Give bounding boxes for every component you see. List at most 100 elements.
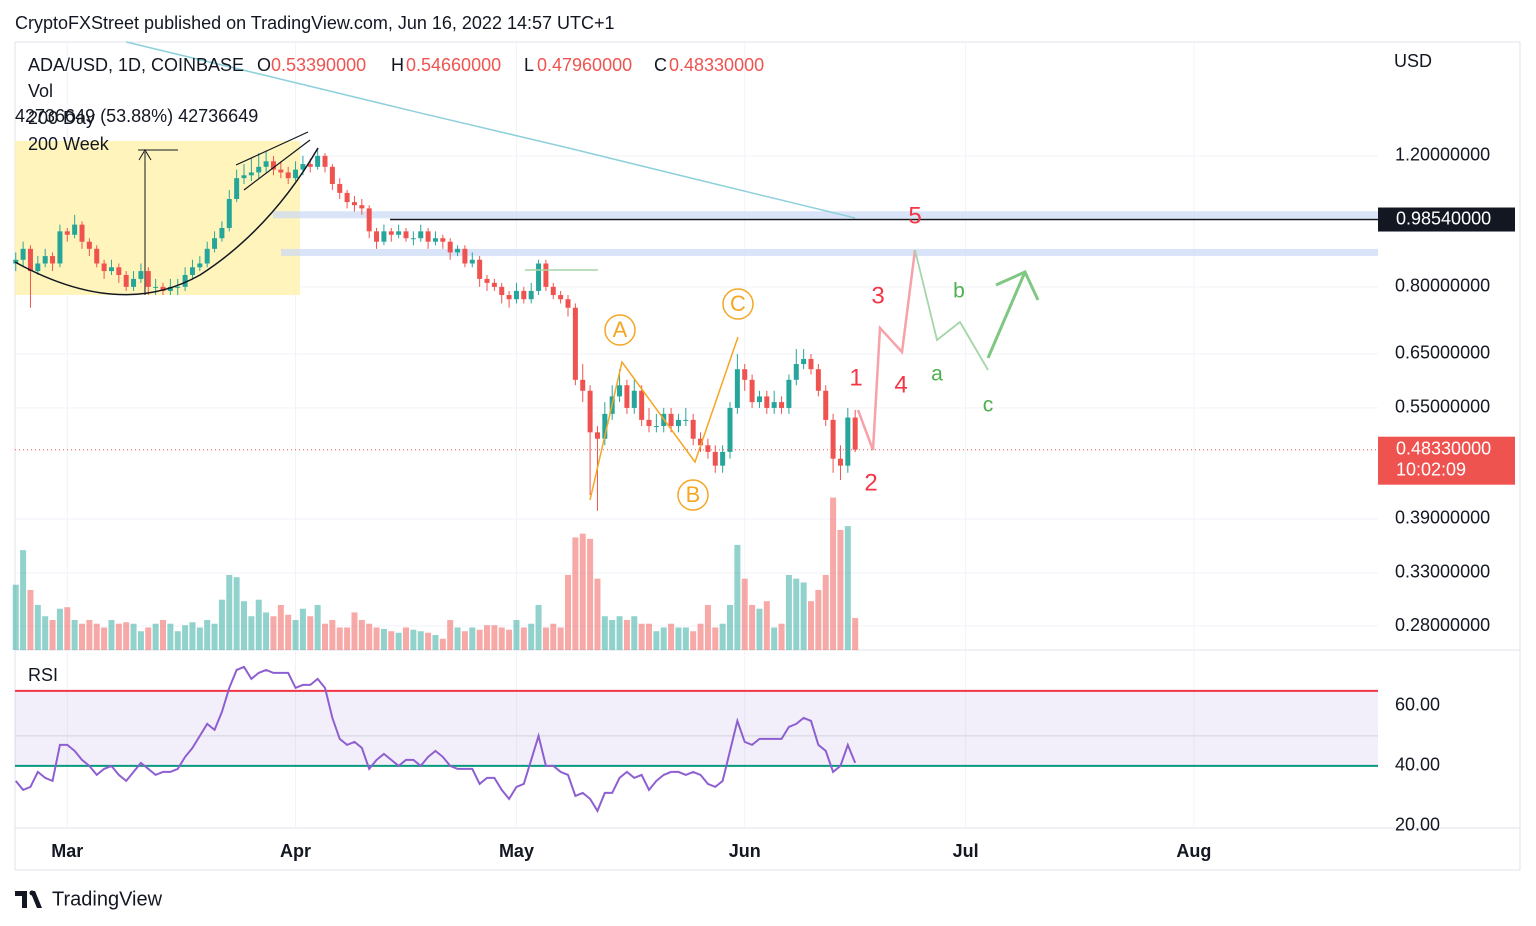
volume-bar <box>557 627 564 650</box>
highlight-box <box>15 141 300 295</box>
cup-curve <box>14 147 319 296</box>
volume-bar <box>86 619 93 650</box>
volume-bar <box>520 627 527 650</box>
candle-body <box>212 238 218 249</box>
volume-bar <box>432 634 439 650</box>
candle-body <box>845 417 851 466</box>
volume-bar <box>616 616 623 650</box>
projection-path <box>914 249 989 371</box>
candle-body <box>351 202 357 206</box>
volume-bar <box>727 604 734 650</box>
volume-bar <box>461 631 468 650</box>
volume-bar <box>218 599 225 650</box>
volume-bar <box>469 627 476 650</box>
volume-bar <box>498 627 505 650</box>
wave-label: 4 <box>894 371 907 398</box>
candle-body <box>57 231 63 264</box>
wave-label: 1 <box>849 364 862 391</box>
volume-bar <box>704 604 711 650</box>
candle-body <box>366 208 372 232</box>
candle-body <box>808 358 814 370</box>
volume-bar <box>623 619 630 650</box>
grid <box>15 42 1378 828</box>
wave-label: B <box>686 482 701 507</box>
candle-body <box>35 263 41 272</box>
volume-bar <box>741 578 748 650</box>
rsi-tick-label: 40.00 <box>1395 755 1440 775</box>
candle-body <box>668 413 674 427</box>
candle-body <box>756 396 762 403</box>
candle-body <box>683 419 689 421</box>
ohlc-key: O <box>257 55 271 75</box>
indicator-label: 200 Week <box>28 134 110 154</box>
volume-bar <box>690 631 697 650</box>
impulse-path <box>856 249 917 451</box>
volume-bar <box>233 577 240 650</box>
volume-readout: 42736649 (53.88%) 42736649 <box>15 106 258 126</box>
volume-bar <box>815 589 822 650</box>
frame <box>14 41 1521 871</box>
volume-bar <box>255 599 262 650</box>
volume-bar <box>93 623 100 650</box>
level-badge <box>1378 207 1515 232</box>
candle-body <box>631 390 637 408</box>
candle-body <box>830 419 836 459</box>
candle-body <box>64 231 70 235</box>
candle-body <box>94 248 100 264</box>
volume-bar <box>513 619 520 650</box>
ma-line <box>126 41 856 219</box>
candle-body <box>720 451 726 466</box>
volume-bar <box>771 627 778 650</box>
volume-bar <box>56 608 63 650</box>
candle-body <box>418 231 424 239</box>
volume-bar <box>638 623 645 650</box>
volume-bar <box>778 623 785 650</box>
candle-body <box>263 161 269 167</box>
volume-bar <box>447 619 454 650</box>
volume-bar <box>793 578 800 650</box>
candle-body <box>823 390 829 420</box>
candle-body <box>469 259 475 264</box>
ohlc-value: 0.47960000 <box>537 55 632 75</box>
volume-bar <box>682 627 689 650</box>
volume-bar <box>491 625 498 650</box>
x-tick-label: Jul <box>953 841 979 861</box>
candle-body <box>852 417 858 450</box>
candle-body <box>204 248 210 264</box>
candle-body <box>42 256 48 264</box>
volume-bar <box>808 601 815 650</box>
arrow-head <box>138 149 152 161</box>
candle-body <box>815 369 821 391</box>
brand: TradingView <box>52 888 163 910</box>
candle-body <box>624 385 630 408</box>
volume-bar <box>174 631 181 650</box>
volume-bar <box>712 627 719 650</box>
volume-bar <box>182 625 189 650</box>
rsi-tick-label: 20.00 <box>1395 815 1440 835</box>
candle-body <box>506 295 512 300</box>
currency: USD <box>1394 51 1432 71</box>
candle-body <box>219 227 225 239</box>
candle-body <box>322 155 328 167</box>
volume-bar <box>64 607 71 650</box>
drawings <box>14 131 1378 814</box>
volume-bar <box>189 622 196 650</box>
volume-bar <box>506 629 513 650</box>
candle-body <box>793 364 799 380</box>
candle-body <box>182 274 188 287</box>
candle-body <box>550 286 556 296</box>
volume-bar <box>410 629 417 650</box>
candle-body <box>764 396 770 408</box>
candle-body <box>72 224 78 235</box>
arrow-head <box>995 270 1040 301</box>
volume-bar <box>484 625 491 650</box>
volume-bar <box>535 604 542 650</box>
candle-body <box>462 248 468 264</box>
candle-body <box>734 369 740 408</box>
volume-bar <box>270 616 277 650</box>
candle-body <box>248 172 254 176</box>
volume-bar <box>115 623 122 650</box>
volume-bar <box>756 608 763 650</box>
